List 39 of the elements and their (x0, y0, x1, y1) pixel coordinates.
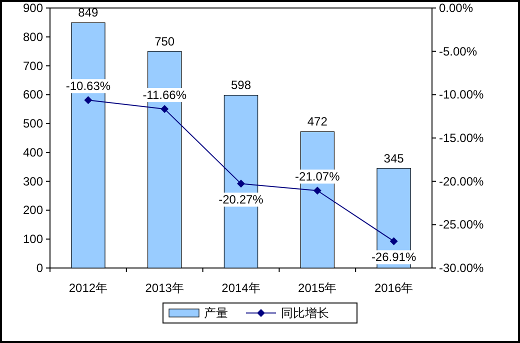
y-tick-label: 600 (22, 88, 44, 102)
data-label: -10.63% (66, 79, 111, 94)
y2-tick-label: -30.00% (439, 261, 484, 275)
data-label: -20.27% (218, 192, 264, 207)
y-tick-label: 900 (22, 1, 44, 15)
y-tick-label: 700 (22, 58, 44, 73)
y2-tick-label: -15.00% (439, 131, 484, 145)
legend-label: 同比增长 (281, 306, 329, 320)
data-label: 345 (384, 151, 404, 166)
data-label: 472 (307, 114, 328, 129)
x-tick-label: 2013年 (145, 281, 184, 295)
y2-tick-label: 0.00% (439, 1, 474, 15)
y-tick-label: 200 (22, 203, 44, 218)
legend-label: 产量 (204, 306, 228, 320)
point (313, 186, 322, 195)
y2-tick-label: -5.00% (439, 44, 478, 58)
y-tick-label: 300 (22, 174, 44, 188)
x-tick-label: 2014年 (222, 281, 260, 295)
data-label: -21.07% (295, 170, 340, 184)
y-tick-label: 0 (36, 261, 44, 275)
y2-tick-label: -25.00% (439, 218, 484, 232)
y-tick-label: 100 (22, 232, 44, 246)
data-label: 598 (230, 78, 252, 92)
x-tick-label: 2016年 (374, 281, 414, 295)
y-tick-label: 500 (22, 116, 44, 131)
point (237, 180, 245, 188)
point (160, 105, 169, 114)
y2-tick-label: -20.00% (439, 174, 484, 188)
data-label: 849 (78, 6, 99, 20)
y2-tick-label: -10.00% (439, 88, 484, 102)
data-label: -11.66% (142, 88, 187, 102)
data-label: -26.91% (371, 250, 416, 264)
data-label: 750 (154, 34, 175, 48)
x-tick-label: 2012年 (68, 281, 108, 295)
y-tick-label: 800 (22, 30, 44, 44)
point (84, 96, 92, 104)
point (390, 237, 398, 246)
y-tick-label: 400 (22, 145, 44, 160)
x-tick-label: 2015年 (298, 281, 337, 295)
